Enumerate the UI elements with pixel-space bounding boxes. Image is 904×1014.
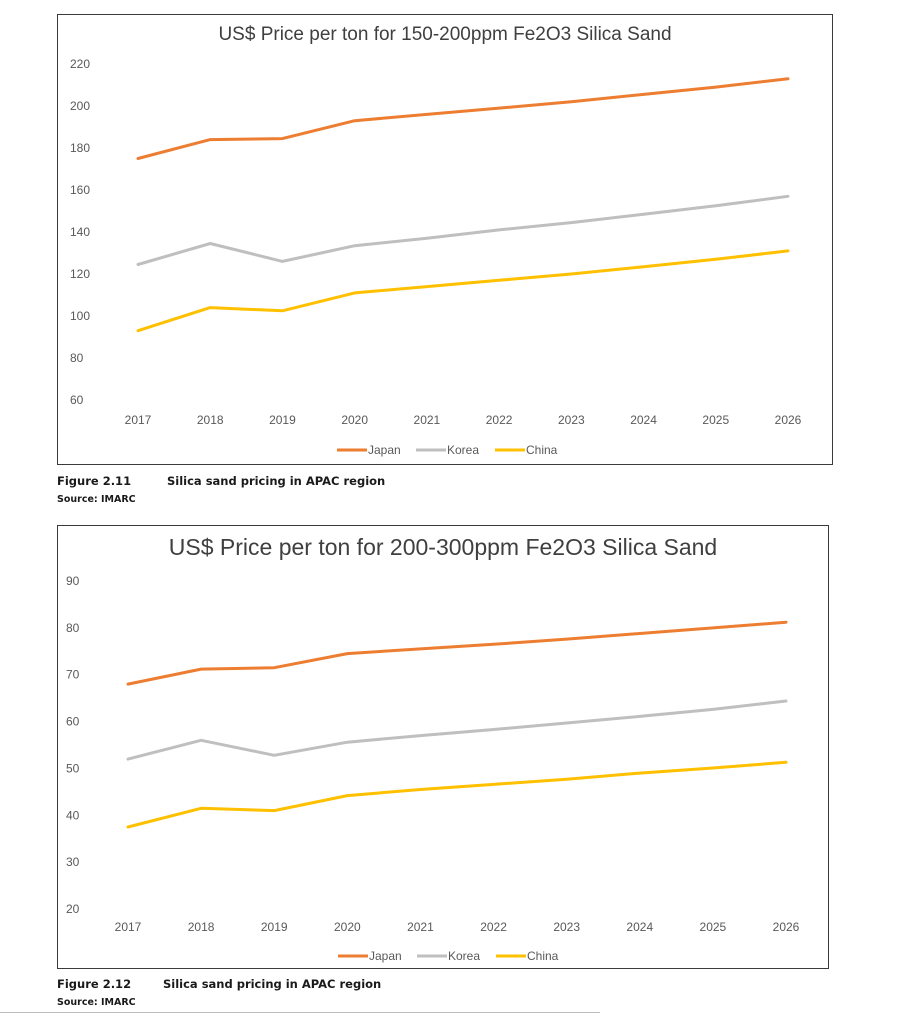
legend-label-japan: Japan xyxy=(368,443,401,457)
x-tick-label: 2024 xyxy=(630,413,657,427)
x-tick-label: 2025 xyxy=(700,920,727,934)
legend-label-china: China xyxy=(526,443,558,457)
y-tick-label: 60 xyxy=(66,715,80,729)
figure-2-12-text: Silica sand pricing in APAC region xyxy=(163,977,382,991)
figure-2-11-source: Source: IMARC xyxy=(57,494,136,505)
x-tick-label: 2024 xyxy=(626,920,653,934)
figure-2-12-caption: Figure 2.12 Silica sand pricing in APAC r… xyxy=(57,977,381,991)
figure-2-12-number: Figure 2.12 xyxy=(57,977,132,991)
x-tick-label: 2022 xyxy=(486,413,513,427)
y-tick-label: 100 xyxy=(70,309,90,323)
x-tick-label: 2023 xyxy=(558,413,585,427)
x-tick-label: 2021 xyxy=(414,413,441,427)
y-tick-label: 40 xyxy=(66,808,80,822)
figure-2-11-text: Silica sand pricing in APAC region xyxy=(167,474,386,488)
series-line-korea xyxy=(126,699,788,761)
x-tick-label: 2018 xyxy=(197,413,224,427)
figure-2-12-source: Source: IMARC xyxy=(57,997,136,1008)
chart-1: US$ Price per ton for 150-200ppm Fe2O3 S… xyxy=(70,24,802,457)
y-tick-label: 50 xyxy=(66,761,80,775)
x-tick-label: 2020 xyxy=(341,413,368,427)
legend-label-korea: Korea xyxy=(447,443,479,457)
y-tick-label: 140 xyxy=(70,225,90,239)
x-tick-label: 2025 xyxy=(702,413,729,427)
series-line-japan xyxy=(126,620,788,686)
x-tick-label: 2020 xyxy=(334,920,361,934)
chart-2: US$ Price per ton for 200-300ppm Fe2O3 S… xyxy=(66,534,800,963)
y-tick-label: 80 xyxy=(66,621,80,635)
figure-2-11-number: Figure 2.11 xyxy=(57,474,132,488)
chart-1-frame: US$ Price per ton for 150-200ppm Fe2O3 S… xyxy=(57,14,833,465)
legend-label-korea: Korea xyxy=(448,949,480,963)
series-line-china xyxy=(126,760,788,829)
x-tick-label: 2019 xyxy=(269,413,296,427)
x-tick-label: 2026 xyxy=(773,920,800,934)
y-tick-label: 20 xyxy=(66,902,80,916)
chart-2-frame: US$ Price per ton for 200-300ppm Fe2O3 S… xyxy=(57,525,829,969)
y-tick-label: 180 xyxy=(70,141,90,155)
series-line-china xyxy=(136,249,790,333)
series-line-japan xyxy=(136,77,790,160)
y-tick-label: 70 xyxy=(66,668,80,682)
y-tick-label: 80 xyxy=(70,351,84,365)
y-tick-label: 120 xyxy=(70,267,90,281)
chart-1-title: US$ Price per ton for 150-200ppm Fe2O3 S… xyxy=(218,24,671,45)
y-tick-label: 60 xyxy=(70,393,84,407)
series-line-korea xyxy=(136,194,790,266)
figure-2-11-caption: Figure 2.11 Silica sand pricing in APAC r… xyxy=(57,474,385,488)
legend-label-japan: Japan xyxy=(369,949,402,963)
x-tick-label: 2026 xyxy=(775,413,802,427)
x-tick-label: 2023 xyxy=(553,920,580,934)
x-tick-label: 2017 xyxy=(125,413,152,427)
page-bottom-rule xyxy=(0,1012,600,1013)
x-tick-label: 2022 xyxy=(480,920,507,934)
y-tick-label: 220 xyxy=(70,57,90,71)
y-tick-label: 160 xyxy=(70,183,90,197)
x-tick-label: 2019 xyxy=(261,920,288,934)
x-tick-label: 2017 xyxy=(115,920,142,934)
y-tick-label: 90 xyxy=(66,574,80,588)
chart-2-title: US$ Price per ton for 200-300ppm Fe2O3 S… xyxy=(169,534,717,560)
x-tick-label: 2021 xyxy=(407,920,434,934)
y-tick-label: 30 xyxy=(66,855,80,869)
x-tick-label: 2018 xyxy=(188,920,215,934)
y-tick-label: 200 xyxy=(70,99,90,113)
legend-label-china: China xyxy=(527,949,559,963)
